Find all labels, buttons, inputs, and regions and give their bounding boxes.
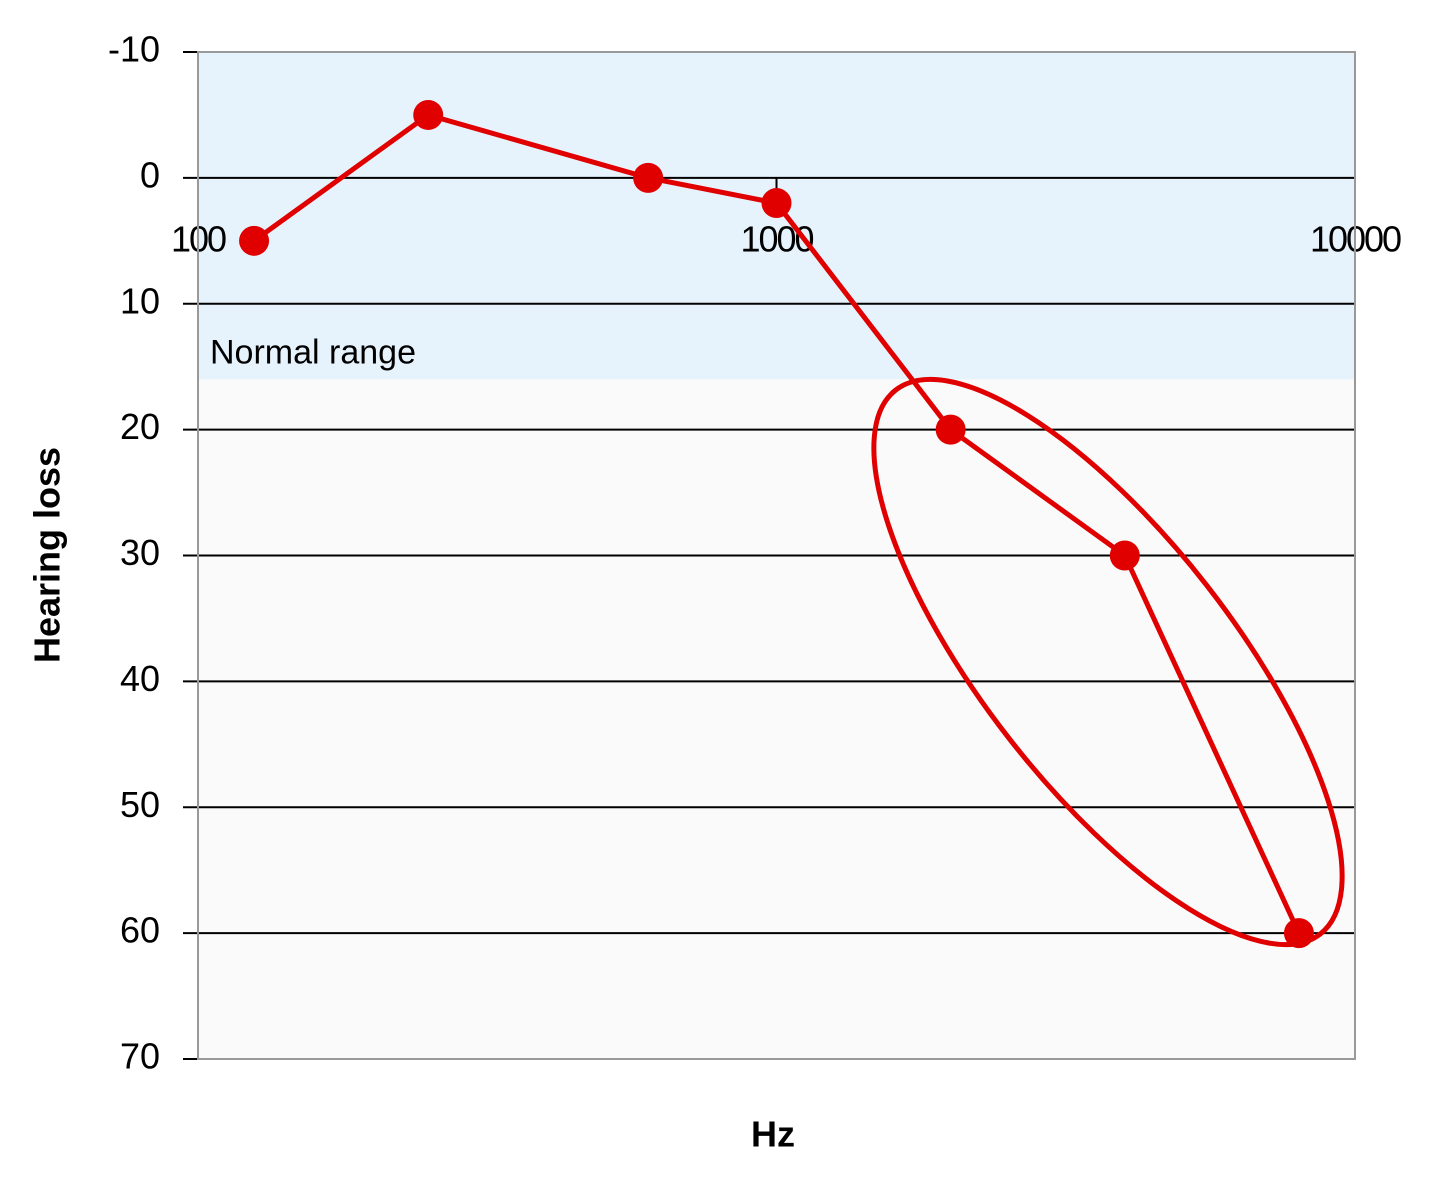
y-tick-label: 0 (140, 154, 160, 195)
data-point (413, 99, 444, 130)
x-tick-label: 100 (171, 218, 226, 259)
y-tick-label: 30 (120, 532, 160, 573)
y-tick-label: 10 (120, 280, 160, 321)
data-point (1109, 540, 1140, 571)
data-point (935, 414, 966, 445)
data-layer (239, 99, 1314, 949)
data-point (239, 225, 270, 256)
y-tick-label: 60 (120, 910, 160, 951)
y-tick-label: -10 (108, 29, 160, 70)
y-tick-label: 40 (120, 658, 160, 699)
y-tick-label: 20 (120, 406, 160, 447)
data-point (761, 188, 792, 219)
y-tick-label: 70 (120, 1036, 160, 1077)
y-tick-label: 50 (120, 784, 160, 825)
band-label: Normal range (210, 333, 416, 371)
data-point (633, 162, 664, 193)
highlight-ellipse (871, 376, 1345, 948)
x-axis-label: Hz (751, 1114, 795, 1155)
plot-border (197, 51, 1356, 1060)
y-axis-label: Hearing loss (27, 447, 68, 663)
x-tick-label: 10000 (1310, 218, 1401, 259)
